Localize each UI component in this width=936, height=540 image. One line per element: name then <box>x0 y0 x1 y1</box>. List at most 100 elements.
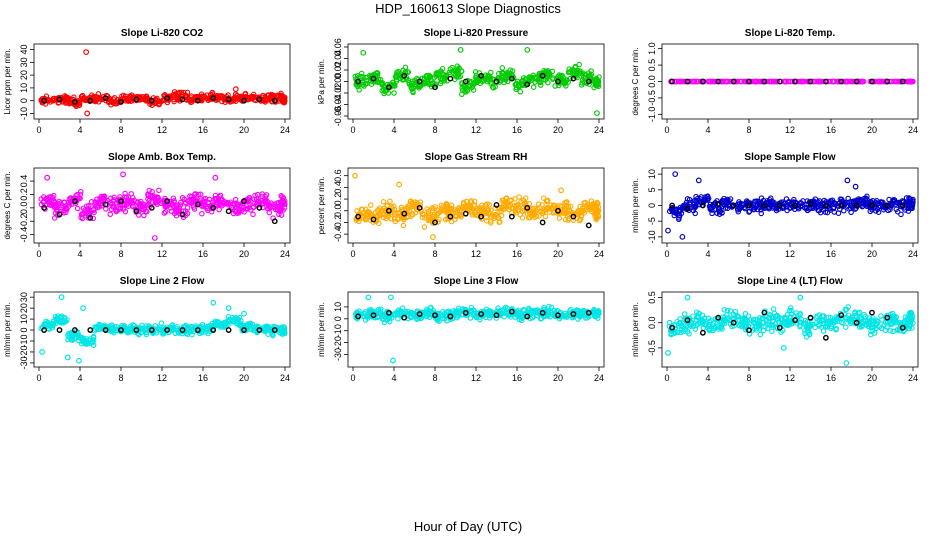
y-axis-label: Licor ppm per min. <box>3 48 12 114</box>
x-axis-label: Hour of Day (UTC) <box>414 519 522 534</box>
outlier-point <box>558 187 564 194</box>
data-point <box>398 204 405 211</box>
reference-point <box>585 78 592 85</box>
data-point <box>486 309 492 316</box>
x-tick-label: 8 <box>746 249 751 259</box>
reference-point <box>210 95 217 102</box>
data-point <box>469 83 476 89</box>
x-tick-label: 20 <box>867 373 877 383</box>
data-point <box>842 306 849 313</box>
x-tick-label: 20 <box>239 249 249 259</box>
data-point <box>576 61 582 68</box>
data-point <box>175 330 182 336</box>
x-tick-label: 24 <box>908 249 918 259</box>
reference-point <box>807 78 814 85</box>
data-point <box>422 310 429 317</box>
data-point <box>446 69 453 76</box>
reference-point <box>370 312 377 319</box>
data-point <box>875 318 881 325</box>
data-point <box>724 78 731 85</box>
outlier-point <box>360 49 367 56</box>
reference-point <box>133 208 140 215</box>
reference-point <box>148 204 155 211</box>
data-point <box>848 209 854 216</box>
reference-point <box>271 97 278 104</box>
reference-point <box>179 96 186 103</box>
data-point <box>778 315 784 321</box>
data-point <box>727 308 734 314</box>
reference-point <box>730 78 737 85</box>
reference-point <box>87 214 94 221</box>
data-point <box>244 323 250 330</box>
reference-point <box>869 309 875 316</box>
reference-point <box>822 202 829 209</box>
data-point <box>686 331 692 337</box>
data-point <box>378 306 384 312</box>
data-point <box>542 213 549 220</box>
data-point <box>404 69 411 75</box>
x-tick-label: 12 <box>471 125 481 135</box>
reference-point <box>370 216 377 223</box>
data-point <box>788 311 795 317</box>
data-point <box>906 325 913 331</box>
x-tick-label: 24 <box>280 125 290 135</box>
reference-point <box>194 97 201 104</box>
data-point <box>844 315 850 322</box>
outlier-point <box>151 235 158 241</box>
data-point <box>578 311 585 318</box>
outlier-point <box>388 294 394 301</box>
reference-point <box>792 317 799 324</box>
plot-area <box>38 171 288 241</box>
data-point <box>513 86 519 93</box>
figure-title: HDP_160613 Slope Diagnostics <box>375 1 561 16</box>
y-tick-label: 30 <box>19 57 29 67</box>
data-point <box>844 78 850 85</box>
data-point <box>133 325 140 331</box>
data-point <box>65 199 72 206</box>
data-point <box>472 212 478 218</box>
data-point <box>60 319 66 326</box>
reference-point <box>102 95 109 102</box>
data-point <box>797 319 804 326</box>
reference-point <box>508 213 515 220</box>
y-tick-label: 0.06 <box>333 38 343 56</box>
data-point <box>405 205 412 211</box>
data-point <box>499 65 506 71</box>
data-point <box>135 200 141 206</box>
data-point <box>432 204 438 210</box>
data-point <box>95 95 102 101</box>
reference-point <box>684 78 691 85</box>
data-point <box>182 92 188 99</box>
reference-point <box>462 210 469 217</box>
y-tick-label: 10 <box>19 83 29 93</box>
data-point <box>44 196 50 202</box>
outlier-point <box>241 310 247 317</box>
data-point <box>906 198 913 204</box>
y-tick-label: 0.4 <box>19 175 29 188</box>
data-point <box>146 187 152 194</box>
x-tick-label: 12 <box>785 373 795 383</box>
reference-point <box>56 327 63 333</box>
data-point <box>271 201 277 208</box>
y-axis-label: ml/min per min. <box>631 302 640 357</box>
data-point <box>79 210 86 217</box>
data-point <box>122 190 128 197</box>
y-tick-label: 0 <box>19 98 29 103</box>
data-point <box>688 321 695 327</box>
data-point <box>681 316 687 323</box>
y-tick-label: -0.04 <box>333 94 343 115</box>
data-point <box>65 332 71 339</box>
reference-point <box>699 329 706 336</box>
y-tick-label: 0.4 <box>333 181 343 194</box>
reference-point <box>807 314 814 321</box>
x-tick-label: 20 <box>553 249 563 259</box>
data-point <box>684 203 691 209</box>
y-tick-label: 10 <box>333 302 343 312</box>
data-point <box>517 89 524 95</box>
y-tick-label: 0.02 <box>333 61 343 79</box>
reference-point <box>41 327 48 333</box>
data-point <box>77 191 84 198</box>
x-tick-label: 24 <box>908 373 918 383</box>
